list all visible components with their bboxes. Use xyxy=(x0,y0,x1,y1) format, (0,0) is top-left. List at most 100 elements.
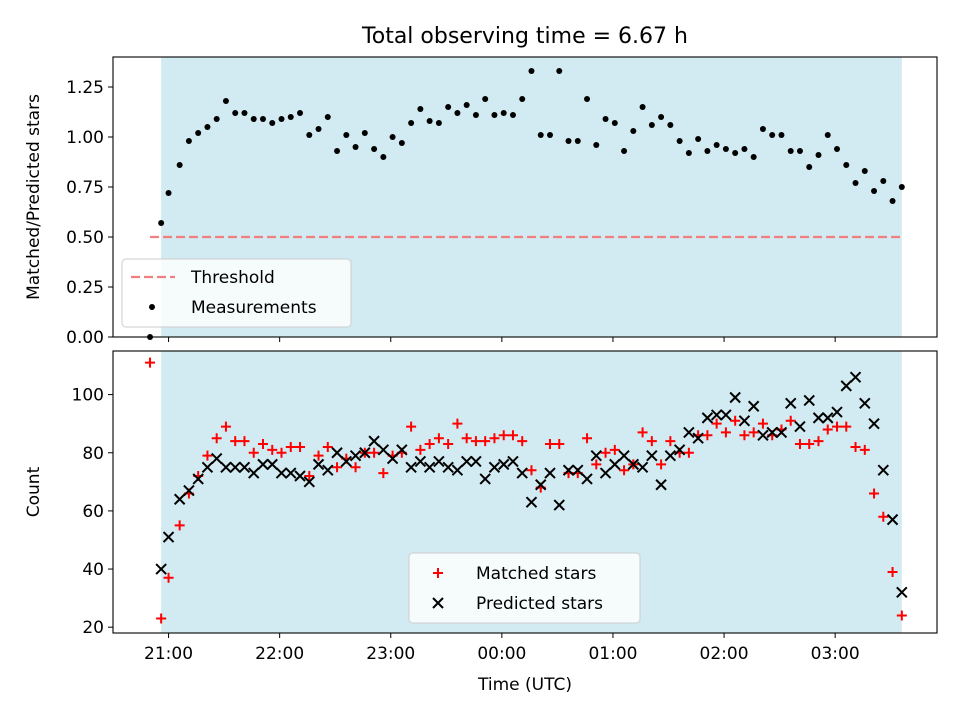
y-tick-label: 0.50 xyxy=(66,228,104,248)
data-point xyxy=(352,144,359,150)
data-point xyxy=(463,102,470,108)
data-point xyxy=(813,436,824,447)
data-point xyxy=(619,465,630,476)
data-point xyxy=(553,499,565,511)
x-tick-label: 00:00 xyxy=(477,644,526,664)
data-point xyxy=(665,436,676,447)
data-point xyxy=(704,148,711,154)
data-point xyxy=(710,409,723,421)
data-point xyxy=(445,104,452,110)
data-point xyxy=(285,467,297,479)
data-point xyxy=(398,140,405,146)
data-point xyxy=(869,488,880,499)
data-point xyxy=(229,461,241,473)
data-point xyxy=(636,461,649,473)
data-point xyxy=(183,484,195,497)
data-point xyxy=(841,421,852,432)
data-point xyxy=(769,132,776,138)
data-point xyxy=(324,114,331,120)
data-point xyxy=(785,397,797,410)
data-point xyxy=(213,116,220,122)
data-point xyxy=(174,520,185,531)
data-point xyxy=(658,114,665,120)
data-point xyxy=(461,433,472,444)
data-point xyxy=(454,110,461,116)
data-point xyxy=(480,436,491,447)
data-point xyxy=(528,68,535,74)
data-point xyxy=(211,433,222,444)
data-point xyxy=(386,452,399,465)
top-series-measurements xyxy=(147,68,905,340)
data-point xyxy=(618,449,630,462)
data-point xyxy=(683,447,694,458)
data-point xyxy=(276,447,287,458)
data-point xyxy=(584,96,591,102)
data-point xyxy=(415,444,426,455)
data-point xyxy=(257,458,269,471)
data-point xyxy=(602,116,609,122)
y-tick-label: 1.00 xyxy=(66,128,104,148)
data-point xyxy=(859,444,870,455)
data-point xyxy=(750,154,757,160)
data-point xyxy=(433,433,444,444)
bottom-axes-frame xyxy=(112,350,938,634)
data-point xyxy=(840,380,852,392)
data-point xyxy=(278,116,285,122)
data-point xyxy=(878,511,889,522)
data-point xyxy=(732,150,739,156)
data-point xyxy=(334,148,341,154)
y-tick-label: 80 xyxy=(82,444,104,464)
data-point xyxy=(896,610,907,621)
data-point xyxy=(489,433,500,444)
data-point xyxy=(843,162,850,168)
data-point xyxy=(730,415,741,426)
data-point xyxy=(646,449,658,462)
data-point xyxy=(497,458,510,471)
data-point xyxy=(332,462,343,473)
data-point xyxy=(331,447,343,459)
data-point xyxy=(664,449,677,462)
data-point xyxy=(361,130,368,136)
y-tick-label: 60 xyxy=(82,502,104,522)
data-point xyxy=(313,450,324,461)
data-point xyxy=(702,430,713,441)
data-point xyxy=(285,441,296,452)
data-point xyxy=(565,138,572,144)
data-point xyxy=(794,420,806,433)
data-point xyxy=(886,513,899,526)
data-point xyxy=(757,418,768,429)
data-point xyxy=(192,473,204,485)
data-point xyxy=(600,447,611,458)
x-tick-label: 01:00 xyxy=(588,644,637,664)
data-point xyxy=(287,114,294,120)
data-point xyxy=(803,394,815,407)
top-axes-frame xyxy=(112,56,938,338)
y-tick-label: 100 xyxy=(72,386,104,406)
legend-predicted-swatch xyxy=(432,597,444,609)
data-point xyxy=(165,190,172,196)
data-point xyxy=(145,357,156,368)
data-point xyxy=(804,439,815,450)
data-point xyxy=(340,455,353,468)
data-point xyxy=(220,461,232,473)
data-point xyxy=(507,455,519,468)
data-point xyxy=(516,467,528,479)
data-point xyxy=(266,458,278,471)
data-point xyxy=(350,462,361,473)
data-point xyxy=(582,433,593,444)
data-point xyxy=(591,459,602,470)
data-point xyxy=(850,441,861,452)
data-point xyxy=(380,154,387,160)
data-point xyxy=(526,465,537,476)
data-point xyxy=(720,409,732,421)
data-point xyxy=(822,424,833,435)
data-point xyxy=(692,432,704,444)
data-point xyxy=(787,148,794,154)
data-point xyxy=(248,447,259,458)
data-point xyxy=(720,427,731,438)
data-point xyxy=(488,461,501,473)
data-point xyxy=(673,444,686,456)
y-tick-label: 1.25 xyxy=(66,78,104,98)
data-point xyxy=(711,418,722,429)
data-point xyxy=(593,142,600,148)
